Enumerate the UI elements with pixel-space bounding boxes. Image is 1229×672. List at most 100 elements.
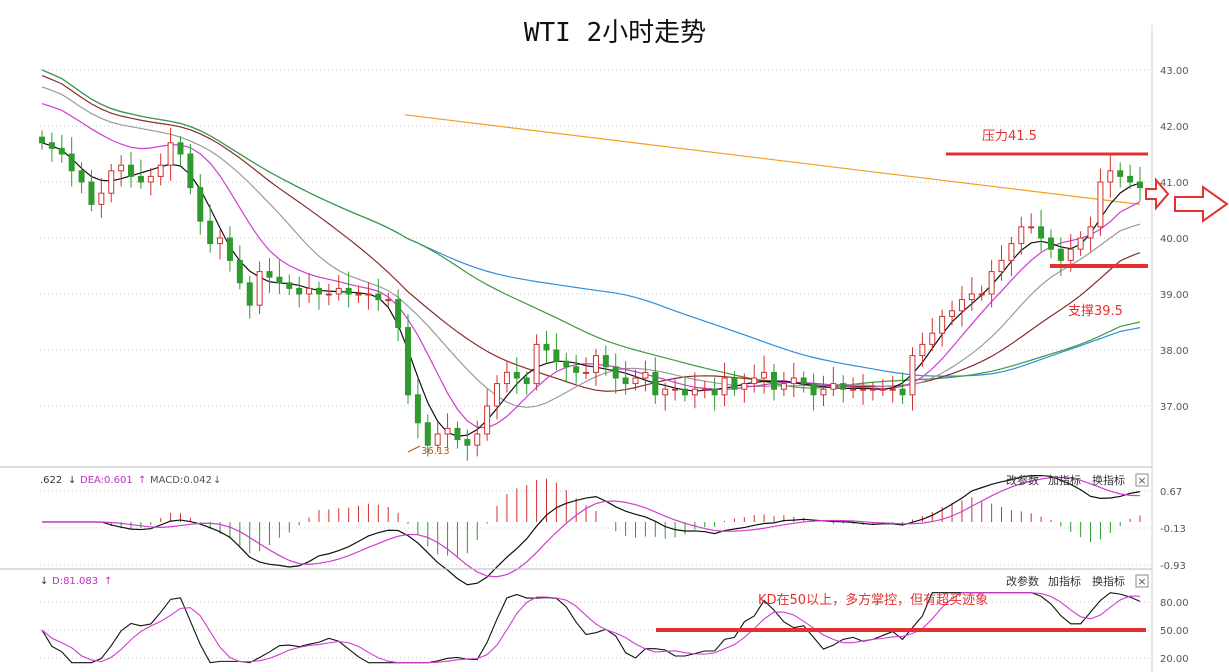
price-tick-label: 37.00	[1160, 402, 1189, 413]
candle-body	[296, 287, 303, 295]
candle-body	[681, 388, 688, 396]
candle-body	[217, 237, 224, 245]
candle-body	[820, 388, 827, 396]
low-marker-arrow	[407, 445, 421, 453]
candle-body	[1057, 248, 1064, 261]
candle-body	[276, 276, 283, 284]
candle-body	[573, 366, 580, 373]
swap-indicator-button[interactable]: 换指标	[1092, 473, 1125, 487]
candle-body	[721, 377, 728, 396]
close-box[interactable]	[1135, 574, 1149, 588]
candle-body	[612, 366, 619, 379]
candle-body	[167, 142, 174, 166]
macd-tick-label: 0.67	[1160, 487, 1182, 498]
candle-body	[1047, 237, 1054, 250]
candle-body	[187, 153, 194, 189]
chart-title: WTI 2小时走势	[524, 18, 706, 48]
candle-body	[494, 383, 501, 407]
moving-average-lines	[41, 69, 1141, 437]
macd-lines	[42, 474, 1141, 586]
candle-body	[602, 355, 609, 368]
candle-body	[207, 220, 214, 245]
candle-body	[731, 377, 738, 390]
ma-line-black	[41, 142, 1141, 437]
right-arrow-icon	[1145, 177, 1170, 211]
candle-body	[157, 164, 164, 177]
kd-gridlines: 80.00 50.00 20.00	[40, 598, 1189, 665]
candle-body	[978, 293, 985, 296]
candle-body	[830, 383, 837, 390]
candle-body	[454, 427, 461, 441]
low-marker-label: 36.13	[421, 446, 450, 457]
close-button[interactable]: ×	[1135, 473, 1149, 487]
ma-line-blue	[41, 69, 1141, 377]
candle-body	[306, 287, 313, 295]
candle-body	[949, 310, 956, 317]
support-annotation: 支撑39.5	[1050, 264, 1148, 319]
candlesticks	[39, 127, 1143, 461]
candle-body	[939, 315, 946, 334]
candle-body	[583, 371, 590, 374]
candle-body	[147, 175, 154, 183]
candle-body	[1018, 226, 1025, 245]
candle-body	[1137, 181, 1143, 189]
down-arrow-icon: ↓	[213, 475, 221, 486]
candle-body	[860, 388, 867, 391]
candle-body	[533, 343, 540, 385]
candle-body	[691, 388, 698, 396]
candle-body	[1087, 226, 1094, 239]
candle-body	[315, 287, 322, 295]
candle-body	[879, 388, 886, 391]
candle-body	[1067, 248, 1074, 261]
candle-body	[197, 187, 204, 222]
candle-body	[98, 192, 105, 205]
candle-body	[672, 388, 679, 391]
macd-dif-line	[42, 474, 1141, 586]
candle-body	[869, 388, 876, 391]
candle-body	[1117, 170, 1124, 177]
macd-dif-value: .622	[40, 475, 62, 486]
change-params-button[interactable]: 改参数	[1006, 574, 1039, 588]
candle-body	[395, 299, 402, 329]
candle-body	[1077, 237, 1084, 250]
add-indicator-button[interactable]: 加指标	[1048, 574, 1081, 588]
candle-body	[78, 170, 85, 183]
swap-indicator-button[interactable]: 换指标	[1092, 574, 1125, 588]
candle-body	[909, 355, 916, 396]
price-tick-label: 42.00	[1160, 122, 1189, 133]
kd-lines	[41, 592, 1141, 664]
low-marker: 36.13	[407, 445, 450, 457]
candle-body	[929, 332, 936, 345]
candle-body	[39, 136, 45, 144]
macd-tick-label: -0.93	[1160, 561, 1186, 572]
resistance-label: 压力41.5	[982, 129, 1037, 144]
change-params-button[interactable]: 改参数	[1006, 473, 1039, 487]
kd-panel: ↓ D:81.083 ↑ 80.00 50.00 20.00 KD在50以上，多方掌…	[0, 568, 1189, 665]
candle-body	[523, 377, 530, 385]
candle-body	[503, 371, 510, 385]
close-box[interactable]	[1135, 473, 1149, 487]
candle-body	[632, 377, 639, 385]
candle-body	[751, 377, 758, 385]
forecast-arrows	[1145, 177, 1229, 223]
candle-body	[1127, 175, 1134, 183]
candle-body	[800, 377, 807, 385]
candle-body	[553, 349, 560, 362]
candle-body	[1107, 170, 1114, 183]
close-icon[interactable]: ×	[1137, 575, 1146, 588]
candle-body	[424, 422, 431, 446]
candle-body	[385, 299, 392, 302]
ma-line-darkred	[41, 75, 1141, 392]
candle-body	[325, 293, 332, 296]
close-icon[interactable]: ×	[1137, 474, 1146, 487]
candle-body	[810, 383, 817, 396]
macd-dea-value: DEA:0.601	[80, 475, 133, 486]
candle-body	[414, 394, 421, 424]
close-button[interactable]: ×	[1135, 574, 1149, 588]
down-arrow-icon: ↓	[68, 475, 76, 486]
candle-body	[701, 388, 708, 391]
add-indicator-button[interactable]: 加指标	[1048, 473, 1081, 487]
ma-line-orange	[404, 114, 1141, 205]
price-tick-label: 43.00	[1160, 66, 1189, 77]
